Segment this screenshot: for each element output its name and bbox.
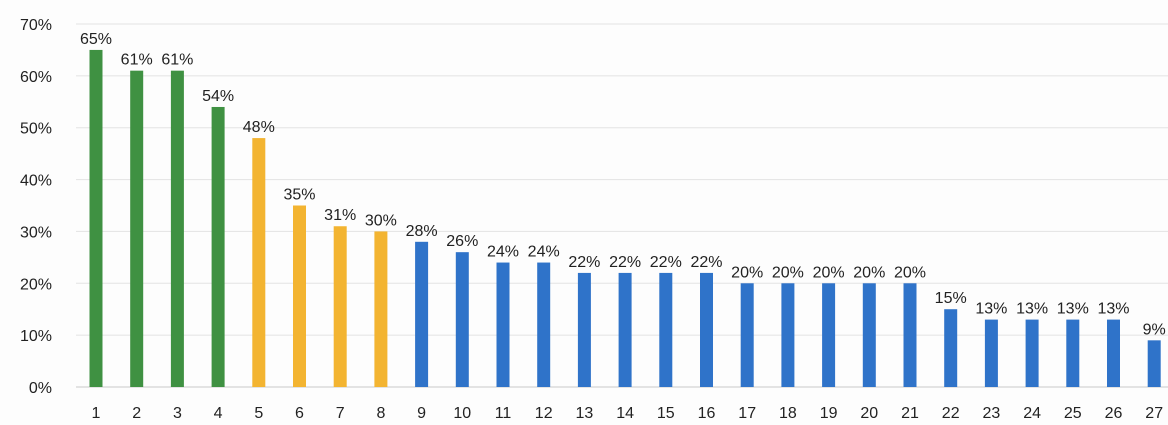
x-tick-label: 23 [983,405,1001,422]
data-label: 20% [772,264,804,281]
data-label: 61% [161,52,193,69]
data-label: 22% [650,254,682,271]
data-label: 22% [609,254,641,271]
x-tick-label: 20 [860,405,878,422]
data-label: 20% [813,264,845,281]
y-tick-label: 50% [20,121,52,138]
x-tick-label: 22 [942,405,960,422]
data-label: 20% [853,264,885,281]
y-tick-label: 60% [20,69,52,86]
x-tick-label: 7 [336,405,345,422]
x-tick-label: 26 [1105,405,1123,422]
x-tick-label: 19 [820,405,838,422]
bar [577,272,591,387]
bar [659,272,673,387]
bar [293,205,306,387]
x-tick-label: 15 [657,405,675,422]
x-tick-label: 9 [417,405,426,422]
data-label: 24% [487,244,519,261]
x-tick-label: 27 [1145,405,1163,422]
data-label: 65% [80,31,112,48]
data-label: 13% [975,301,1007,318]
y-tick-label: 40% [20,173,52,190]
bar [89,49,103,388]
data-label: 35% [283,187,315,204]
bar [903,283,917,387]
axis-layer: 0% 10% 20% 30% 40% 50% 60% 70% [20,17,52,397]
y-tick-label: 20% [20,276,52,293]
x-tick-label: 21 [901,405,919,422]
bar [1066,319,1080,387]
data-label: 26% [446,233,478,250]
bar [822,283,836,387]
bar [170,70,184,388]
data-label: 28% [406,223,438,240]
data-label: 31% [324,207,356,224]
bar [781,283,795,387]
bar [211,106,225,387]
label-layer: 65% 61% 61% 54% 48% 35% 31% 30% 28% 26% 24% 24% 22% 2… [80,31,1166,338]
bar [700,272,713,387]
bar [740,283,754,387]
bar [252,138,266,387]
x-tick-label: 1 [92,405,101,422]
x-tick-label: 10 [453,405,471,422]
data-label: 22% [690,254,722,271]
bar [374,231,388,387]
x-tick-label: 12 [535,405,553,422]
x-tick-label: 11 [495,405,512,422]
bar [618,272,632,387]
x-tick-label: 3 [173,405,182,422]
x-tick-label: 18 [779,405,797,422]
x-tick-label: 5 [254,405,263,422]
data-label: 13% [1097,301,1129,318]
data-label: 20% [731,264,763,281]
x-tick-label: 25 [1064,405,1082,422]
bar [455,252,469,387]
x-tick-label: 17 [738,405,756,422]
bar [415,241,429,387]
data-label: 30% [365,212,397,229]
bar [1025,319,1039,387]
x-tick-label: 24 [1023,405,1041,422]
y-tick-label: 30% [20,224,52,241]
y-tick-label: 10% [20,328,52,345]
bar [984,319,998,387]
data-label: 22% [568,254,600,271]
data-label: 24% [528,244,560,261]
x-tick-label: 6 [295,405,304,422]
bar [862,283,876,387]
data-label: 48% [243,119,275,136]
bar [1107,319,1120,387]
data-label: 20% [894,264,926,281]
x-tick-label: 2 [132,405,141,422]
bar [1147,340,1161,387]
bar [130,70,144,388]
x-tick-layer: 1 2 3 4 5 6 7 8 9 10 11 12 13 14 15 16 17 18 19 20 21 22 23 24 2… [92,405,1164,422]
bar [537,262,551,387]
data-label: 9% [1143,321,1166,338]
bar-layer [89,49,1161,388]
bar [333,226,347,387]
bar [496,262,510,387]
x-tick-label: 14 [616,405,634,422]
x-tick-label: 8 [376,405,385,422]
x-tick-label: 16 [698,405,716,422]
x-tick-label: 13 [576,405,594,422]
y-tick-label: 0% [29,380,52,397]
y-tick-label: 70% [20,17,52,34]
data-label: 13% [1057,301,1089,318]
data-label: 15% [935,290,967,307]
data-label: 61% [121,52,153,69]
data-label: 54% [202,88,234,105]
bar [944,309,958,387]
data-label: 13% [1016,301,1048,318]
x-tick-label: 4 [214,405,223,422]
